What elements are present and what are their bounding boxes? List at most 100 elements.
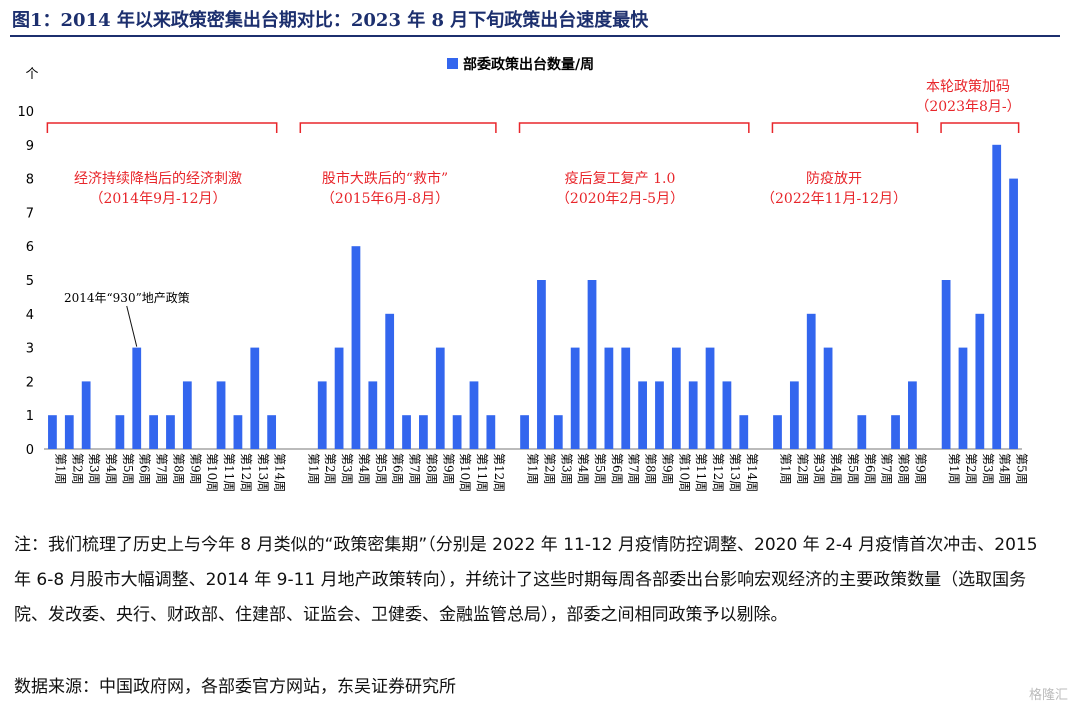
bar: [216, 381, 226, 449]
x-tick-label: 第7周: [408, 453, 422, 485]
x-tick-label: 第3周: [559, 453, 573, 485]
x-tick-label: 第10周: [205, 453, 219, 492]
bar: [908, 381, 917, 449]
x-tick-label: 第1周: [779, 453, 793, 485]
x-tick-label: 第3周: [87, 453, 101, 485]
x-tick-label: 第5周: [121, 453, 135, 485]
bar: [132, 347, 142, 449]
x-tick-label: 第4周: [104, 453, 118, 485]
x-tick-label: 第1周: [947, 453, 961, 485]
y-tick-label: 3: [26, 342, 34, 357]
group-period: （2022年11月-12月）: [761, 191, 907, 207]
bar: [64, 415, 74, 449]
bar: [975, 313, 985, 449]
x-tick-label: 第10周: [677, 453, 691, 492]
x-tick-label: 第5周: [846, 453, 860, 485]
bar: [233, 415, 243, 449]
bar: [48, 415, 57, 449]
callout-line: [126, 305, 138, 347]
y-tick-label: 9: [26, 139, 34, 154]
y-tick-label: 8: [26, 173, 34, 188]
group-bracket: [940, 122, 1020, 133]
group-bracket: [299, 122, 497, 133]
legend-swatch: [447, 58, 458, 69]
x-tick-label: 第3周: [812, 453, 826, 485]
x-tick-label: 第11周: [475, 453, 489, 492]
figure-title: 图1：2014 年以来政策密集出台期对比：2023 年 8 月下旬政策出台速度最…: [12, 10, 649, 31]
x-tick-label: 第7周: [155, 453, 169, 485]
bar: [587, 280, 597, 449]
x-tick-label: 第4周: [829, 453, 843, 485]
bar: [402, 415, 411, 449]
bar: [419, 415, 428, 449]
group-label: 本轮政策加码: [926, 78, 1010, 95]
x-tick-label: 第10周: [458, 453, 472, 492]
x-tick-label: 第6周: [391, 453, 405, 485]
x-tick-label: 第14周: [745, 453, 759, 492]
bar: [992, 144, 1002, 450]
bar: [368, 381, 378, 449]
group-bracket: [771, 122, 919, 133]
x-tick-label: 第5周: [593, 453, 607, 485]
bar: [537, 280, 546, 449]
x-tick-label: 第9周: [913, 453, 927, 485]
group-label: 经济持续降档后的经济刺激: [74, 170, 242, 187]
group-label: 防疫放开: [806, 171, 862, 187]
x-tick-label: 第7周: [627, 453, 641, 485]
x-tick-label: 第8周: [171, 453, 185, 485]
y-tick-label: 1: [26, 409, 34, 424]
x-tick-label: 第1周: [306, 453, 320, 485]
bar: [334, 347, 344, 449]
group-label: 疫后复工复产 1.0: [565, 170, 676, 187]
x-tick-label: 第8周: [424, 453, 438, 485]
x-tick-label: 第2周: [542, 453, 556, 485]
x-tick-label: 第5周: [1015, 453, 1029, 485]
callout-label: 2014年“930”地产政策: [64, 291, 190, 305]
x-tick-label: 第12周: [492, 453, 506, 492]
bar: [166, 415, 175, 449]
bar: [115, 415, 125, 449]
x-tick-label: 第11周: [694, 453, 708, 492]
bar: [351, 246, 361, 449]
x-tick-label: 第2周: [323, 453, 337, 485]
bar: [452, 415, 462, 449]
group-bracket: [46, 122, 278, 133]
bar: [267, 415, 277, 449]
x-tick-label: 第9周: [660, 453, 674, 485]
bar: [789, 381, 799, 449]
bar: [149, 415, 158, 449]
group-period: （2014年9月-12月）: [89, 191, 226, 207]
y-tick-label: 5: [26, 274, 34, 289]
x-tick-label: 第3周: [981, 453, 995, 485]
bar: [857, 415, 867, 449]
bar: [317, 381, 327, 449]
x-tick-label: 第13周: [728, 453, 742, 492]
bar: [705, 347, 715, 449]
group-period: （2023年8月-）: [915, 99, 1020, 115]
group-period: （2020年2月-5月）: [556, 191, 684, 207]
y-axis-unit: 个: [25, 67, 38, 82]
bar: [958, 347, 968, 449]
x-tick-label: 第13周: [256, 453, 270, 492]
bar: [486, 415, 496, 449]
bar: [250, 347, 260, 449]
x-tick-label: 第4周: [576, 453, 590, 485]
bar: [81, 381, 91, 449]
group-bracket: [518, 122, 750, 133]
bar: [722, 381, 732, 449]
bar: [182, 381, 192, 449]
bar: [891, 415, 900, 449]
group-label: 股市大跌后的“救市”: [322, 170, 448, 187]
x-tick-label: 第6周: [138, 453, 152, 485]
bar: [671, 347, 681, 449]
bar: [638, 381, 647, 449]
bar: [520, 415, 529, 449]
bar: [604, 347, 614, 449]
x-tick-label: 第6周: [610, 453, 624, 485]
bar: [553, 415, 563, 449]
x-tick-label: 第8周: [897, 453, 911, 485]
bar: [469, 381, 479, 449]
x-tick-label: 第11周: [222, 453, 236, 492]
bar: [739, 415, 749, 449]
